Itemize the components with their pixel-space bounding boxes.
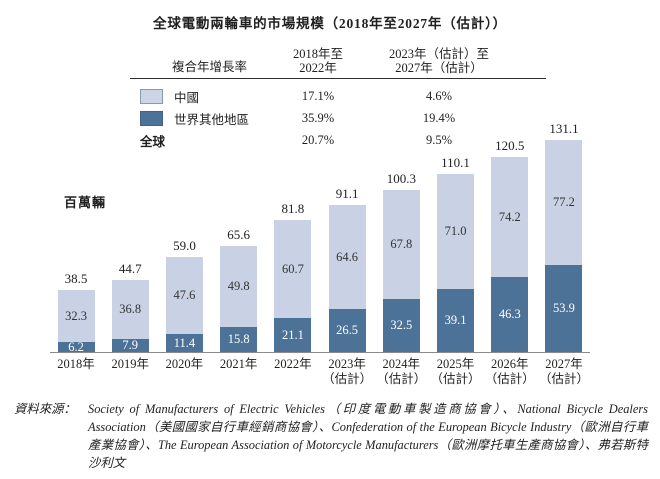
bar-total-label: 100.3 xyxy=(386,170,416,186)
segment-rest-of-world: 53.9 xyxy=(545,264,583,352)
bar-column-2026年: 120.5 74.2 46.3 xyxy=(484,138,536,352)
bar-total-label: 131.1 xyxy=(549,121,579,137)
segment-china: 64.6 xyxy=(328,204,366,310)
x-axis-label: 2018年 xyxy=(57,357,95,371)
bar-total-label: 59.0 xyxy=(173,237,196,253)
chart-title: 全球電動兩輪車的市場規模（2018年至2027年（估計）） xyxy=(153,16,507,31)
x-axis-label: 2020年 xyxy=(165,357,204,371)
segment-china: 32.3 xyxy=(57,289,95,342)
x-axis-label: 2027年 （估計） xyxy=(538,357,589,386)
segment-rest-of-world: 11.4 xyxy=(165,333,203,352)
segment-rest-of-world: 7.9 xyxy=(111,339,149,352)
segment-china: 36.8 xyxy=(111,279,149,340)
source-label: 資料來源： xyxy=(14,402,76,416)
segment-china: 67.8 xyxy=(382,189,420,300)
cagr-row-global: 全球 20.7% 9.5% xyxy=(130,129,556,151)
legend-swatch-rest-of-world xyxy=(140,110,163,126)
x-axis-labels: 2018年 2019年 2020年 2021年 2022年 2023年 （估計） 2024年（… xyxy=(50,357,590,387)
bar-column-2018年: 38.5 32.3 6.2 xyxy=(50,270,102,353)
stacked-bar-chart: 百萬輛 38.5 32.3 6.2 44.7 36.8 7.9 59.0 47.6 11.4 65… xyxy=(50,115,590,387)
cagr-row-header: 複合年增長率 xyxy=(172,60,248,74)
legend-label-china: 中國 xyxy=(174,90,200,105)
legend-swatch-china xyxy=(140,88,163,104)
x-axis-label: 2023年 （估計） xyxy=(322,357,373,386)
x-axis-label: 2024年 （估計） xyxy=(376,357,427,386)
bar-column-2027年: 131.1 77.2 53.9 xyxy=(538,121,590,352)
table-header-rule xyxy=(130,78,546,79)
bar-total-label: 120.5 xyxy=(495,138,525,154)
source-text: Society of Manufacturers of Electric Veh… xyxy=(88,402,648,470)
segment-china: 60.7 xyxy=(274,219,312,318)
plot-area: 38.5 32.3 6.2 44.7 36.8 7.9 59.0 47.6 11.4 65.6 49… xyxy=(50,115,590,353)
segment-rest-of-world: 15.8 xyxy=(220,326,258,352)
bar-column-2023年: 91.1 64.6 26.5 xyxy=(321,186,373,352)
cagr-col-header-2023-2027: 2023年（估計）至 2027年（估計） xyxy=(388,47,489,75)
segment-rest-of-world: 46.3 xyxy=(491,277,529,352)
segment-china: 74.2 xyxy=(491,157,529,278)
cagr-col-header-2018-2022: 2018年至 2022年 xyxy=(292,47,343,75)
segment-rest-of-world: 39.1 xyxy=(437,288,475,352)
cagr-global-2023-2027: 9.5% xyxy=(425,132,453,147)
bar-total-label: 91.1 xyxy=(335,185,359,201)
source-note: 資料來源： Society of Manufacturers of Electr… xyxy=(14,400,648,472)
bar-column-2021年: 65.6 49.8 15.8 xyxy=(213,227,265,352)
x-axis-label: 2022年 xyxy=(274,357,312,371)
cagr-global-2018-2022: 20.7% xyxy=(301,132,335,147)
segment-rest-of-world: 26.5 xyxy=(328,309,366,352)
segment-rest-of-world: 21.1 xyxy=(274,317,312,352)
cagr-table: 複合年增長率 2018年至 2022年 2023年（估計）至 2027年（估計）… xyxy=(130,47,556,151)
cagr-row-rest-of-world: 世界其他地區 35.9% 19.4% xyxy=(130,107,556,129)
y-axis-unit-label: 百萬輛 xyxy=(64,195,107,210)
bar-column-2022年: 81.8 60.7 21.1 xyxy=(267,201,319,352)
segment-rest-of-world: 6.2 xyxy=(57,341,95,353)
x-axis-label: 2025年 （估計） xyxy=(430,357,481,386)
segment-china: 49.8 xyxy=(220,246,258,327)
bar-total-label: 44.7 xyxy=(118,260,142,276)
cagr-row-china: 中國 17.1% 4.6% xyxy=(130,85,556,107)
legend-label-global: 全球 xyxy=(140,134,166,149)
x-axis-label: 2019年 xyxy=(111,357,149,371)
bar-column-2019年: 44.7 36.8 7.9 xyxy=(104,261,156,352)
segment-rest-of-world: 32.5 xyxy=(382,299,420,352)
x-axis-label: 2021年 xyxy=(219,357,258,371)
cagr-table-header: 複合年增長率 2018年至 2022年 2023年（估計）至 2027年（估計） xyxy=(130,47,556,78)
cagr-row-2018-2022: 35.9% xyxy=(301,110,335,125)
bar-total-label: 65.6 xyxy=(227,227,251,242)
segment-china: 77.2 xyxy=(545,140,583,265)
segment-china: 71.0 xyxy=(437,174,475,289)
legend-label-rest-of-world: 世界其他地區 xyxy=(174,112,250,127)
bar-total-label: 110.1 xyxy=(441,155,470,171)
bar-column-2020年: 59.0 47.6 11.4 xyxy=(158,238,210,352)
bar-total-label: 38.5 xyxy=(64,270,88,286)
cagr-row-2023-2027: 19.4% xyxy=(422,110,456,125)
bar-column-2024年: 100.3 67.8 32.5 xyxy=(375,171,427,352)
cagr-china-2018-2022: 17.1% xyxy=(301,88,335,103)
segment-china: 47.6 xyxy=(165,256,203,334)
x-axis-label: 2026年 （估計） xyxy=(484,357,535,386)
bar-column-2025年: 110.1 71.0 39.1 xyxy=(430,155,482,352)
cagr-china-2023-2027: 4.6% xyxy=(425,88,453,103)
bar-total-label: 81.8 xyxy=(281,200,305,216)
